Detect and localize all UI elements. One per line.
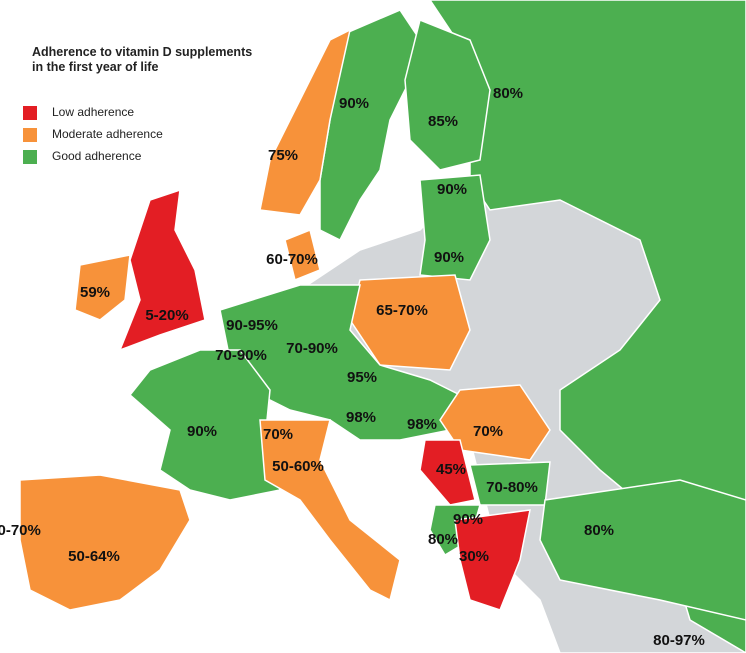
greece <box>454 509 531 611</box>
legend-title: Adherence to vitamin D supplements in the… <box>32 45 252 74</box>
region-label: 90-95% <box>226 317 278 334</box>
region-label: 90% <box>453 511 483 528</box>
region-label: 70-80% <box>486 479 538 496</box>
region-label: 70-90% <box>215 347 267 364</box>
land <box>19 0 746 653</box>
region-label: 98% <box>407 416 437 433</box>
region-label: 60-70% <box>266 251 318 268</box>
region-label: 85% <box>428 113 458 130</box>
region-label: 60-70% <box>0 522 41 539</box>
baltics <box>419 174 491 281</box>
legend-label: Good adherence <box>52 149 142 163</box>
region-label: 50-60% <box>272 458 324 475</box>
turkey <box>539 479 746 621</box>
norway <box>259 28 352 216</box>
region-label: 75% <box>268 147 298 164</box>
region-label: 80-97% <box>653 632 705 649</box>
region-label: 80% <box>493 85 523 102</box>
region-label: 80% <box>584 522 614 539</box>
region-label: 80% <box>428 531 458 548</box>
finland <box>404 18 491 171</box>
labels: 90% 85% 80% 75% 90% 60-70% 90% 59% 5-20% 65-70% 90… <box>0 85 705 649</box>
ireland <box>74 254 131 321</box>
italy <box>259 419 401 602</box>
region-label: 70% <box>473 423 503 440</box>
region-label: 90% <box>187 423 217 440</box>
region-label: 45% <box>436 461 466 478</box>
region-label: 90% <box>434 249 464 266</box>
uk <box>118 188 206 352</box>
denmark <box>284 228 321 282</box>
france <box>128 349 281 501</box>
legend-swatch <box>23 106 37 120</box>
legend-background <box>15 35 230 170</box>
balkans-green <box>429 504 481 557</box>
romania <box>439 384 551 461</box>
legend-label: Moderate adherence <box>52 127 163 141</box>
region-label: 59% <box>80 284 110 301</box>
region-label: 70-90% <box>286 340 338 357</box>
region-label: 95% <box>347 369 377 386</box>
region-label: 90% <box>437 181 467 198</box>
legend-label: Low adherence <box>52 105 134 119</box>
legend: Adherence to vitamin D supplements in the… <box>15 35 252 170</box>
region-label: 70% <box>263 426 293 443</box>
region-label: 65-70% <box>376 302 428 319</box>
iberia <box>19 474 191 611</box>
legend-swatch <box>23 150 37 164</box>
region-label: 5-20% <box>145 307 188 324</box>
legend-swatch <box>23 128 37 142</box>
serbia <box>419 439 476 506</box>
region-label: 98% <box>346 409 376 426</box>
region-label: 90% <box>339 95 369 112</box>
region-label: 30% <box>459 548 489 565</box>
region-label: 50-64% <box>68 548 120 565</box>
